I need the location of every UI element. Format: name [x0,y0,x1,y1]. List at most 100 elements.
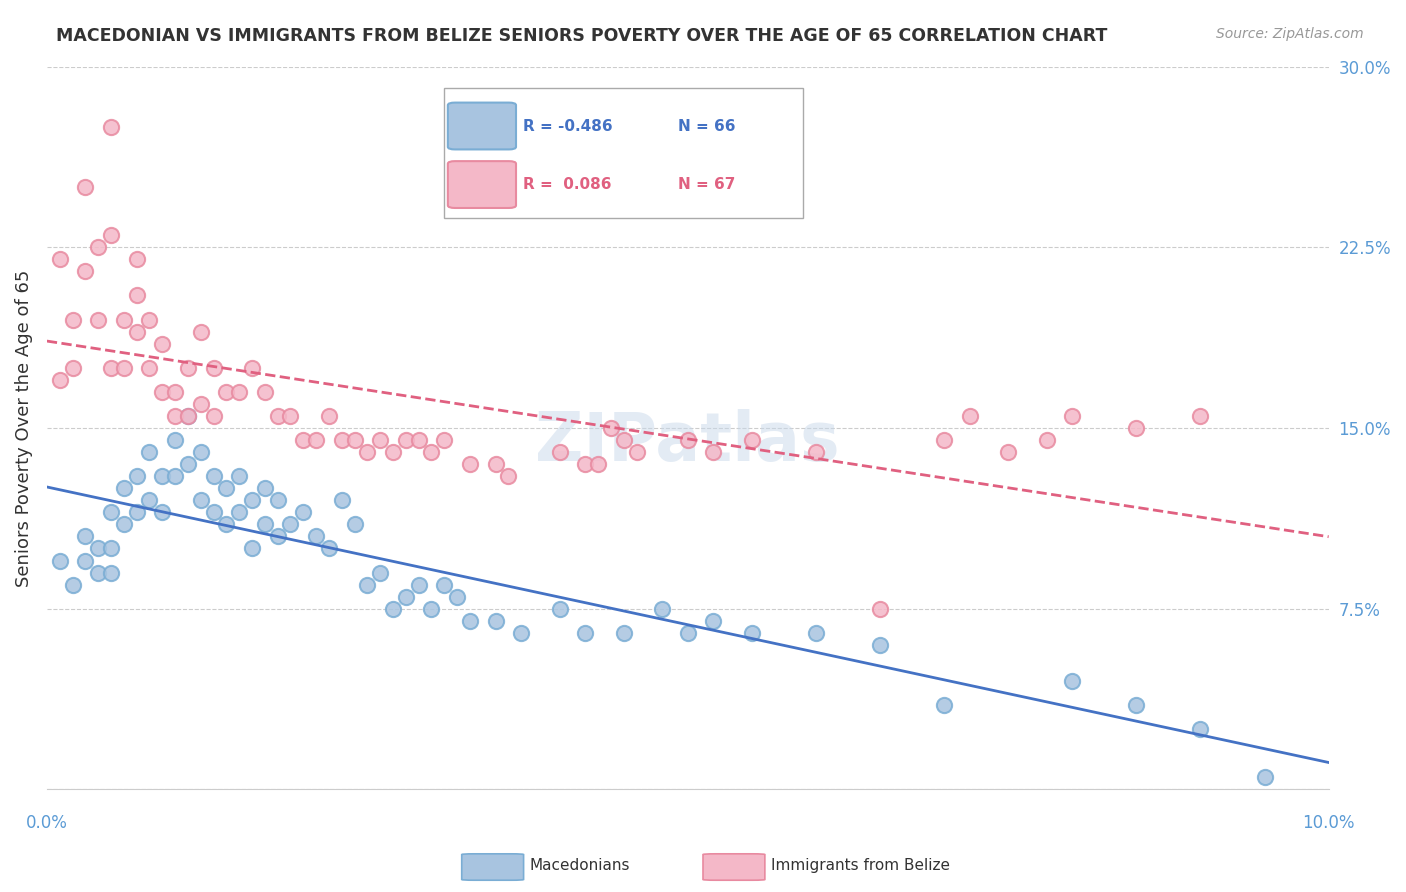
Text: Macedonians: Macedonians [530,858,630,873]
Point [215,517,238,532]
Point [190,445,212,459]
Point [138,493,160,508]
Point [150,505,173,519]
Point [330,493,353,508]
Point [125,325,148,339]
Point [356,445,378,459]
Point [125,252,148,267]
Point [702,445,724,459]
Point [202,505,225,519]
Point [574,457,596,471]
Point [62,312,84,326]
Point [676,625,699,640]
Point [165,409,187,423]
Point [240,360,263,375]
Point [318,541,340,556]
Point [997,445,1019,459]
Point [498,469,520,483]
Point [266,529,288,543]
Point [75,264,97,278]
Point [651,601,673,615]
Point [368,566,391,580]
Point [420,445,443,459]
Point [458,614,481,628]
Point [458,457,481,471]
Point [804,445,827,459]
Point [381,445,404,459]
Point [87,541,110,556]
Point [1189,409,1212,423]
Point [433,577,456,591]
Point [228,384,250,399]
Point [343,517,366,532]
Point [1125,421,1147,435]
Point [599,421,621,435]
Point [165,384,187,399]
Point [381,601,404,615]
Point [100,360,122,375]
Point [395,590,418,604]
Point [240,493,263,508]
Point [484,457,506,471]
Point [548,445,571,459]
Point [741,625,763,640]
Point [48,252,70,267]
Point [292,433,315,447]
Point [240,541,263,556]
Point [253,481,276,495]
Point [253,517,276,532]
Point [548,601,571,615]
Point [266,409,288,423]
Point [202,409,225,423]
Point [138,360,160,375]
Point [190,325,212,339]
Point [574,625,596,640]
Point [138,312,160,326]
Point [150,336,173,351]
Point [177,457,200,471]
Point [100,228,122,243]
Point [75,529,97,543]
Point [202,360,225,375]
Point [676,433,699,447]
Point [75,553,97,567]
Point [150,469,173,483]
Point [100,505,122,519]
Point [305,529,328,543]
Point [1062,409,1084,423]
Point [215,481,238,495]
Point [330,433,353,447]
Point [177,409,200,423]
Point [228,469,250,483]
Point [100,541,122,556]
Point [87,566,110,580]
Point [266,493,288,508]
Point [202,469,225,483]
Point [138,445,160,459]
Point [62,360,84,375]
Point [100,120,122,134]
Point [165,433,187,447]
Point [932,433,955,447]
Point [253,384,276,399]
Point [125,288,148,302]
Point [626,445,648,459]
Point [190,397,212,411]
FancyBboxPatch shape [703,854,765,880]
Point [62,577,84,591]
Text: 10.0%: 10.0% [1302,814,1355,832]
Point [1125,698,1147,712]
Point [48,553,70,567]
Text: ZIPatlas: ZIPatlas [536,409,839,475]
Point [741,433,763,447]
Point [356,577,378,591]
Point [959,409,981,423]
Point [165,469,187,483]
Point [100,566,122,580]
Y-axis label: Seniors Poverty Over the Age of 65: Seniors Poverty Over the Age of 65 [15,269,32,587]
Text: MACEDONIAN VS IMMIGRANTS FROM BELIZE SENIORS POVERTY OVER THE AGE OF 65 CORRELAT: MACEDONIAN VS IMMIGRANTS FROM BELIZE SEN… [56,27,1108,45]
Point [1062,673,1084,688]
Point [280,409,302,423]
Point [87,312,110,326]
Point [305,433,328,447]
